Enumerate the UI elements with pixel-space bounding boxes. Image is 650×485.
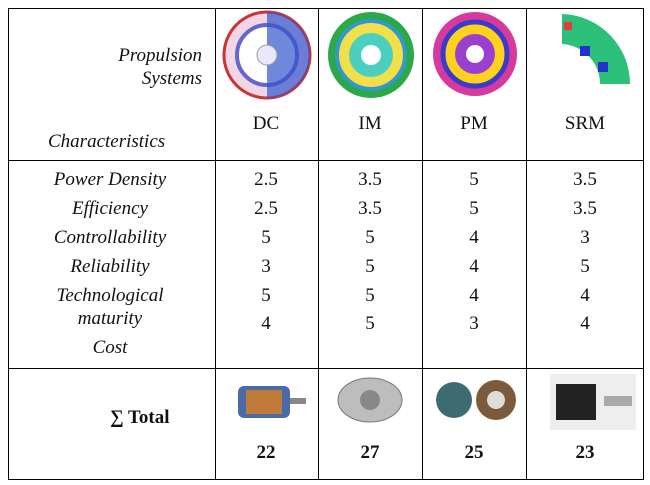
row-rule bbox=[8, 160, 644, 161]
im-cross-section bbox=[328, 12, 414, 98]
total-value: 23 bbox=[575, 442, 595, 463]
characteristic: Controllability bbox=[53, 227, 167, 248]
score: 5 bbox=[469, 169, 479, 190]
score: 4 bbox=[469, 256, 479, 277]
score: 5 bbox=[365, 285, 375, 306]
score: 4 bbox=[580, 313, 590, 334]
dc-cross-section bbox=[222, 10, 312, 100]
column-header: PM bbox=[460, 113, 488, 134]
score: 4 bbox=[469, 285, 479, 306]
score: 3.5 bbox=[358, 169, 382, 190]
srm-motor-photo bbox=[550, 374, 636, 430]
corner-bottom-label: Characteristics bbox=[48, 131, 166, 152]
column-header: DC bbox=[252, 113, 280, 134]
score: 3.5 bbox=[573, 198, 597, 219]
score: 5 bbox=[261, 227, 271, 248]
column-rule bbox=[318, 8, 319, 480]
corner-top-label: Propulsion Systems bbox=[118, 45, 202, 89]
characteristic: Efficiency bbox=[72, 198, 148, 219]
characteristic: Technological maturity bbox=[56, 285, 164, 329]
table-border bbox=[8, 8, 644, 480]
score: 5 bbox=[365, 313, 375, 334]
score: 2.5 bbox=[254, 169, 278, 190]
column-rule bbox=[422, 8, 423, 480]
srm-cross-section bbox=[562, 14, 630, 84]
characteristic: Cost bbox=[92, 337, 128, 358]
column-rule bbox=[215, 8, 216, 480]
score: 5 bbox=[365, 256, 375, 277]
total-label: ∑ Total bbox=[110, 407, 170, 428]
pm-cross-section bbox=[433, 12, 517, 96]
score: 5 bbox=[469, 198, 479, 219]
im-motor-photo bbox=[337, 377, 403, 423]
characteristic: Power Density bbox=[53, 169, 167, 190]
score: 5 bbox=[261, 285, 271, 306]
column-header: SRM bbox=[564, 113, 606, 134]
score: 3 bbox=[261, 256, 271, 277]
score: 4 bbox=[580, 285, 590, 306]
column-header: IM bbox=[358, 113, 382, 134]
score: 5 bbox=[365, 227, 375, 248]
pm-motor-photo bbox=[436, 380, 516, 420]
score: 4 bbox=[261, 313, 271, 334]
score: 3 bbox=[580, 227, 590, 248]
score: 5 bbox=[580, 256, 590, 277]
score: 2.5 bbox=[254, 198, 278, 219]
column-rule bbox=[526, 8, 527, 480]
score: 3.5 bbox=[573, 169, 597, 190]
score: 4 bbox=[469, 227, 479, 248]
total-value: 27 bbox=[360, 442, 380, 463]
score: 3 bbox=[469, 313, 479, 334]
total-value: 25 bbox=[464, 442, 484, 463]
score: 3.5 bbox=[358, 198, 382, 219]
characteristic: Reliability bbox=[70, 256, 150, 277]
total-value: 22 bbox=[256, 442, 276, 463]
dc-motor-photo bbox=[238, 386, 306, 418]
row-rule bbox=[8, 368, 644, 369]
